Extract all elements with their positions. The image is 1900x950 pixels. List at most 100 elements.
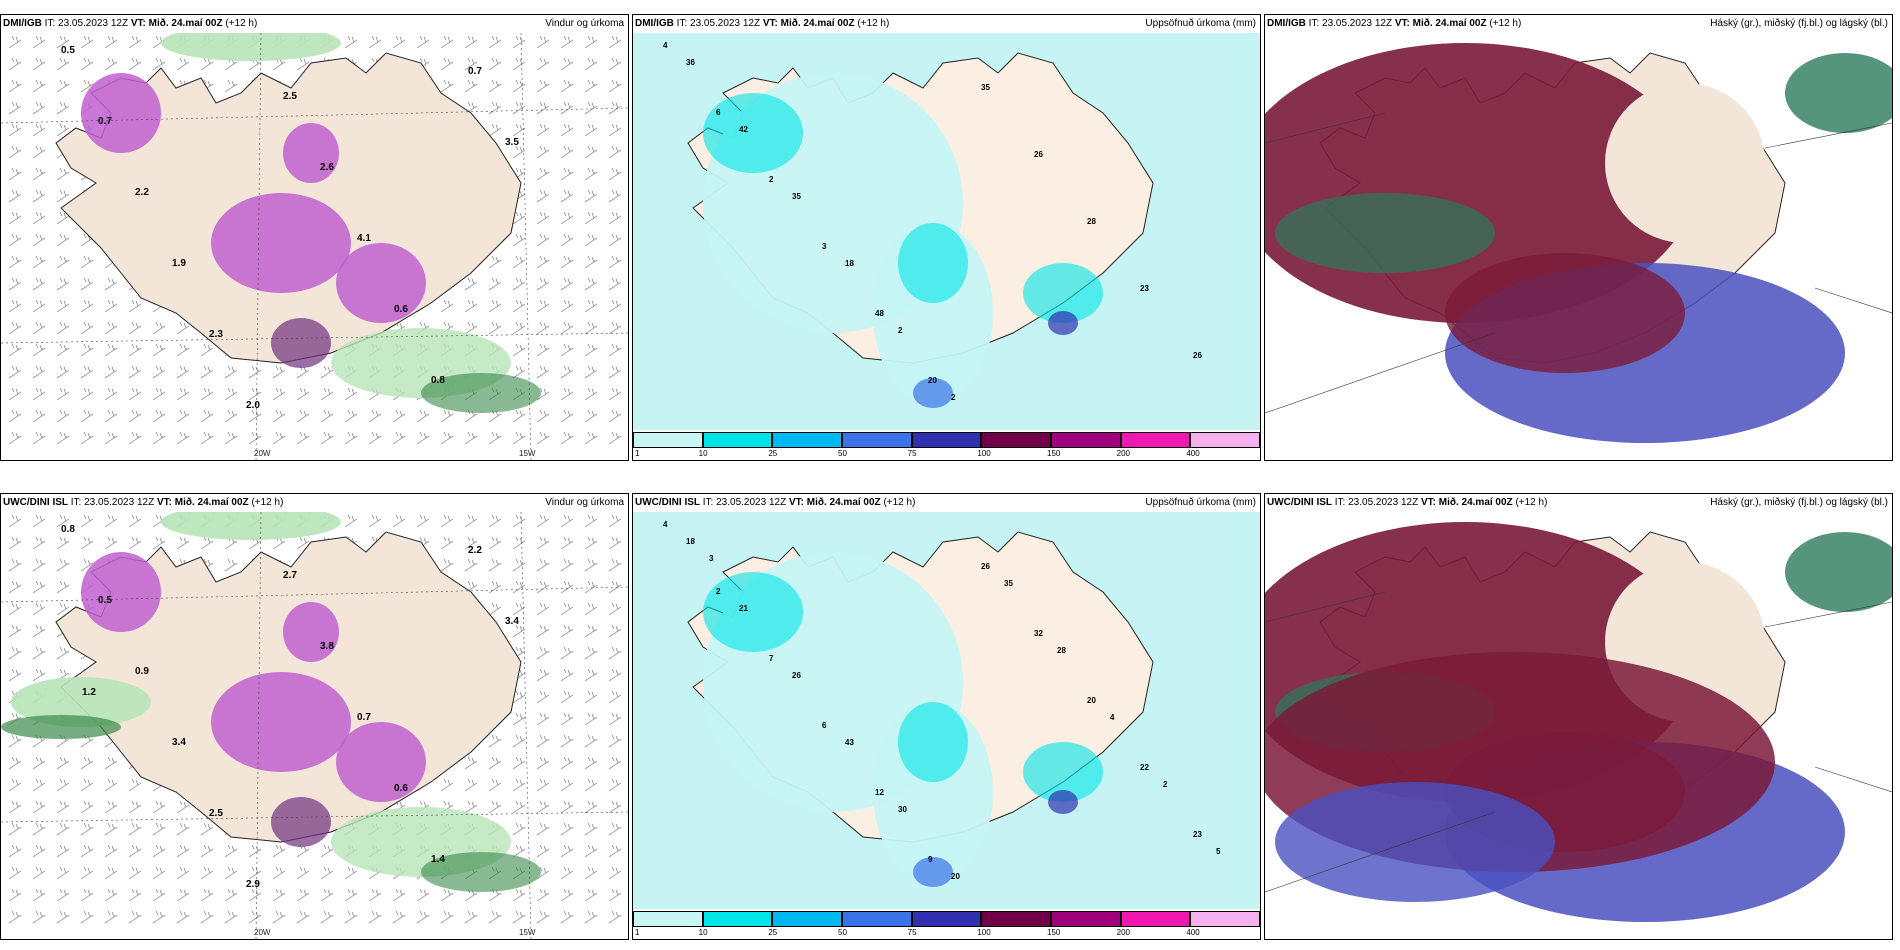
wind-barb [32, 123, 46, 137]
cloud-area [1275, 782, 1555, 902]
wind-barb [32, 35, 46, 49]
wind-barb [512, 712, 526, 726]
wind-barb [176, 365, 190, 379]
wind-barb [224, 409, 238, 423]
wind-barb [320, 387, 334, 401]
wind-barb [488, 536, 502, 550]
wind-barb [608, 365, 622, 379]
wind-barb [32, 387, 46, 401]
wind-barb [8, 123, 22, 137]
wind-barb [80, 800, 94, 814]
wind-barb [512, 321, 526, 335]
wind-barb [176, 800, 190, 814]
wind-barb [512, 79, 526, 93]
wind-barb [152, 536, 166, 550]
wind-barb [608, 387, 622, 401]
wind-barb [56, 756, 70, 770]
wind-barb [56, 536, 70, 550]
wind-barb [80, 409, 94, 423]
lead-time: (+12 h) [883, 497, 916, 508]
wind-barb [104, 888, 118, 902]
wind-barb [536, 734, 550, 748]
wind-barb [608, 255, 622, 269]
value-label: 23 [1140, 284, 1149, 293]
wind-barb [512, 409, 526, 423]
precip-area [1048, 790, 1078, 814]
graticule-line [1814, 287, 1892, 314]
wind-barb [440, 910, 454, 924]
value-label: 4 [663, 41, 668, 50]
wind-barb [536, 888, 550, 902]
value-label: 48 [875, 309, 884, 318]
wind-barb [128, 778, 142, 792]
wind-barb [320, 409, 334, 423]
wind-barb [8, 233, 22, 247]
wind-barb [8, 365, 22, 379]
wind-barb [416, 431, 430, 445]
wind-barb [560, 866, 574, 880]
panel-wind-uwc: UWC/DINI ISL IT: 23.05.2023 12Z VT: Mið.… [0, 493, 629, 940]
wind-barb [536, 145, 550, 159]
wind-barb [536, 299, 550, 313]
wind-barb [296, 866, 310, 880]
value-label: 20 [1087, 696, 1096, 705]
colorbar-swatch [911, 432, 982, 448]
precip-area [1023, 263, 1103, 323]
wind-barb [560, 536, 574, 550]
value-label: 3 [709, 554, 714, 563]
wind-barb [32, 57, 46, 71]
wind-barb [8, 277, 22, 291]
wind-barb [512, 57, 526, 71]
wind-barb [344, 387, 358, 401]
value-label: 2.6 [320, 162, 334, 173]
graticule-line [1814, 766, 1892, 793]
wind-barb [56, 233, 70, 247]
wind-barb [8, 734, 22, 748]
wind-barb [608, 734, 622, 748]
wind-barb [608, 646, 622, 660]
panel-header: UWC/DINI ISL IT: 23.05.2023 12Z VT: Mið.… [1, 494, 628, 512]
wind-barb [176, 409, 190, 423]
wind-barb [440, 778, 454, 792]
wind-barb [560, 602, 574, 616]
wind-barb [128, 514, 142, 528]
wind-barb [440, 409, 454, 423]
wind-barb [32, 514, 46, 528]
wind-barb [584, 602, 598, 616]
wind-barb [200, 343, 214, 357]
wind-barb [224, 79, 238, 93]
wind-barb [80, 387, 94, 401]
wind-barb [464, 910, 478, 924]
wind-barb [584, 668, 598, 682]
wind-barb [200, 431, 214, 445]
wind-barb [248, 387, 262, 401]
wind-barb [272, 910, 286, 924]
colorbar-label: 10 [698, 928, 708, 937]
wind-barb [560, 145, 574, 159]
init-time: IT: 23.05.2023 12Z [676, 18, 761, 29]
wind-barb [56, 57, 70, 71]
wind-barb [512, 690, 526, 704]
cloud-cover-map [1265, 512, 1892, 939]
value-label: 5 [1216, 847, 1221, 856]
panel-accum-dmi: DMI/IGB IT: 23.05.2023 12Z VT: Mið. 24.m… [632, 14, 1261, 461]
colorbar-label: 100 [977, 928, 991, 937]
wind-barb [200, 365, 214, 379]
value-label: 36 [686, 58, 695, 67]
wind-barb [464, 277, 478, 291]
wind-barb [176, 888, 190, 902]
wind-barb [8, 299, 22, 313]
init-time: IT: 23.05.2023 12Z [1334, 497, 1419, 508]
panel-header: UWC/DINI ISL IT: 23.05.2023 12Z VT: Mið.… [1265, 494, 1892, 512]
wind-barb [80, 514, 94, 528]
model-name: UWC/DINI ISL [1267, 497, 1332, 508]
wind-barb [392, 888, 406, 902]
colorbar-swatch [633, 432, 703, 448]
wind-barb [584, 646, 598, 660]
wind-barb [56, 101, 70, 115]
wind-barb [8, 211, 22, 225]
wind-barb [32, 189, 46, 203]
wind-barb [488, 602, 502, 616]
model-name: UWC/DINI ISL [3, 497, 68, 508]
wind-barb [8, 536, 22, 550]
